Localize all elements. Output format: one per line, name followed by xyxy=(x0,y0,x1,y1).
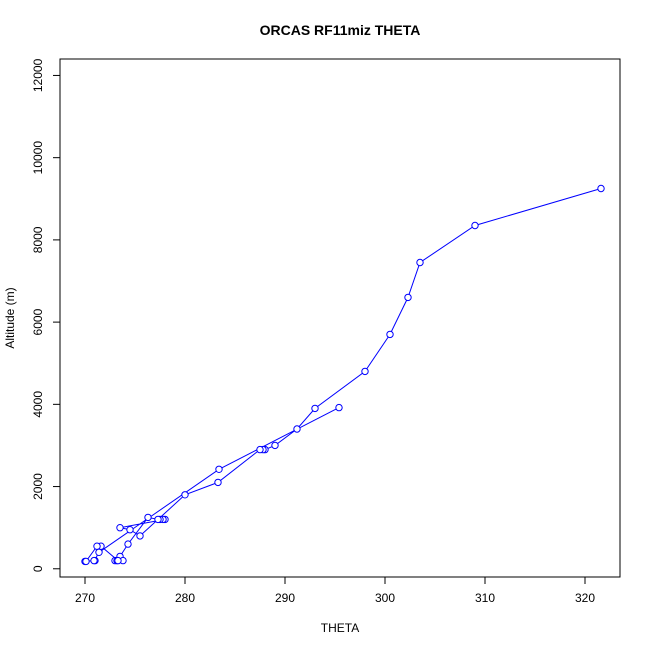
y-tick-label: 10000 xyxy=(31,141,45,175)
data-point xyxy=(361,367,369,376)
data-point xyxy=(114,556,122,565)
data-point xyxy=(256,445,264,454)
y-tick-label: 6000 xyxy=(31,308,45,335)
y-axis-label: Altitude (m) xyxy=(3,287,17,348)
data-point xyxy=(311,404,319,413)
data-point xyxy=(597,184,605,193)
data-point xyxy=(144,513,152,522)
y-tick-label: 4000 xyxy=(31,391,45,418)
series-points xyxy=(81,184,605,566)
x-tick-label: 270 xyxy=(75,591,95,605)
data-point xyxy=(93,542,101,550)
x-tick-label: 290 xyxy=(275,591,295,605)
data-point xyxy=(126,526,134,534)
data-point xyxy=(90,556,98,565)
chart-title: ORCAS RF11miz THETA xyxy=(260,22,421,38)
y-tick-label: 12000 xyxy=(31,58,45,92)
y-tick-label: 2000 xyxy=(31,473,45,500)
data-point xyxy=(271,441,279,450)
data-point xyxy=(215,465,223,473)
data-point xyxy=(386,330,394,339)
data-point xyxy=(124,540,132,548)
x-tick-label: 310 xyxy=(475,591,495,605)
x-axis-label: THETA xyxy=(321,621,359,635)
data-point xyxy=(95,548,103,556)
data-point xyxy=(154,515,162,524)
data-point xyxy=(116,524,124,532)
y-tick-label: 8000 xyxy=(31,226,45,253)
data-point xyxy=(293,425,301,433)
data-point xyxy=(335,403,343,412)
data-point xyxy=(214,478,222,487)
x-axis: 270 280 290 300 310 320 xyxy=(75,576,595,605)
x-tick-label: 280 xyxy=(175,591,195,605)
data-point xyxy=(404,293,412,302)
data-point xyxy=(82,557,90,566)
x-tick-label: 320 xyxy=(575,591,595,605)
y-axis: 0 2000 4000 6000 8000 10000 12000 xyxy=(31,58,61,572)
data-point xyxy=(136,532,144,540)
data-point xyxy=(416,258,424,267)
x-tick-label: 300 xyxy=(375,591,395,605)
data-point xyxy=(471,221,479,230)
y-tick-label: 0 xyxy=(31,565,45,572)
data-point xyxy=(181,491,189,499)
